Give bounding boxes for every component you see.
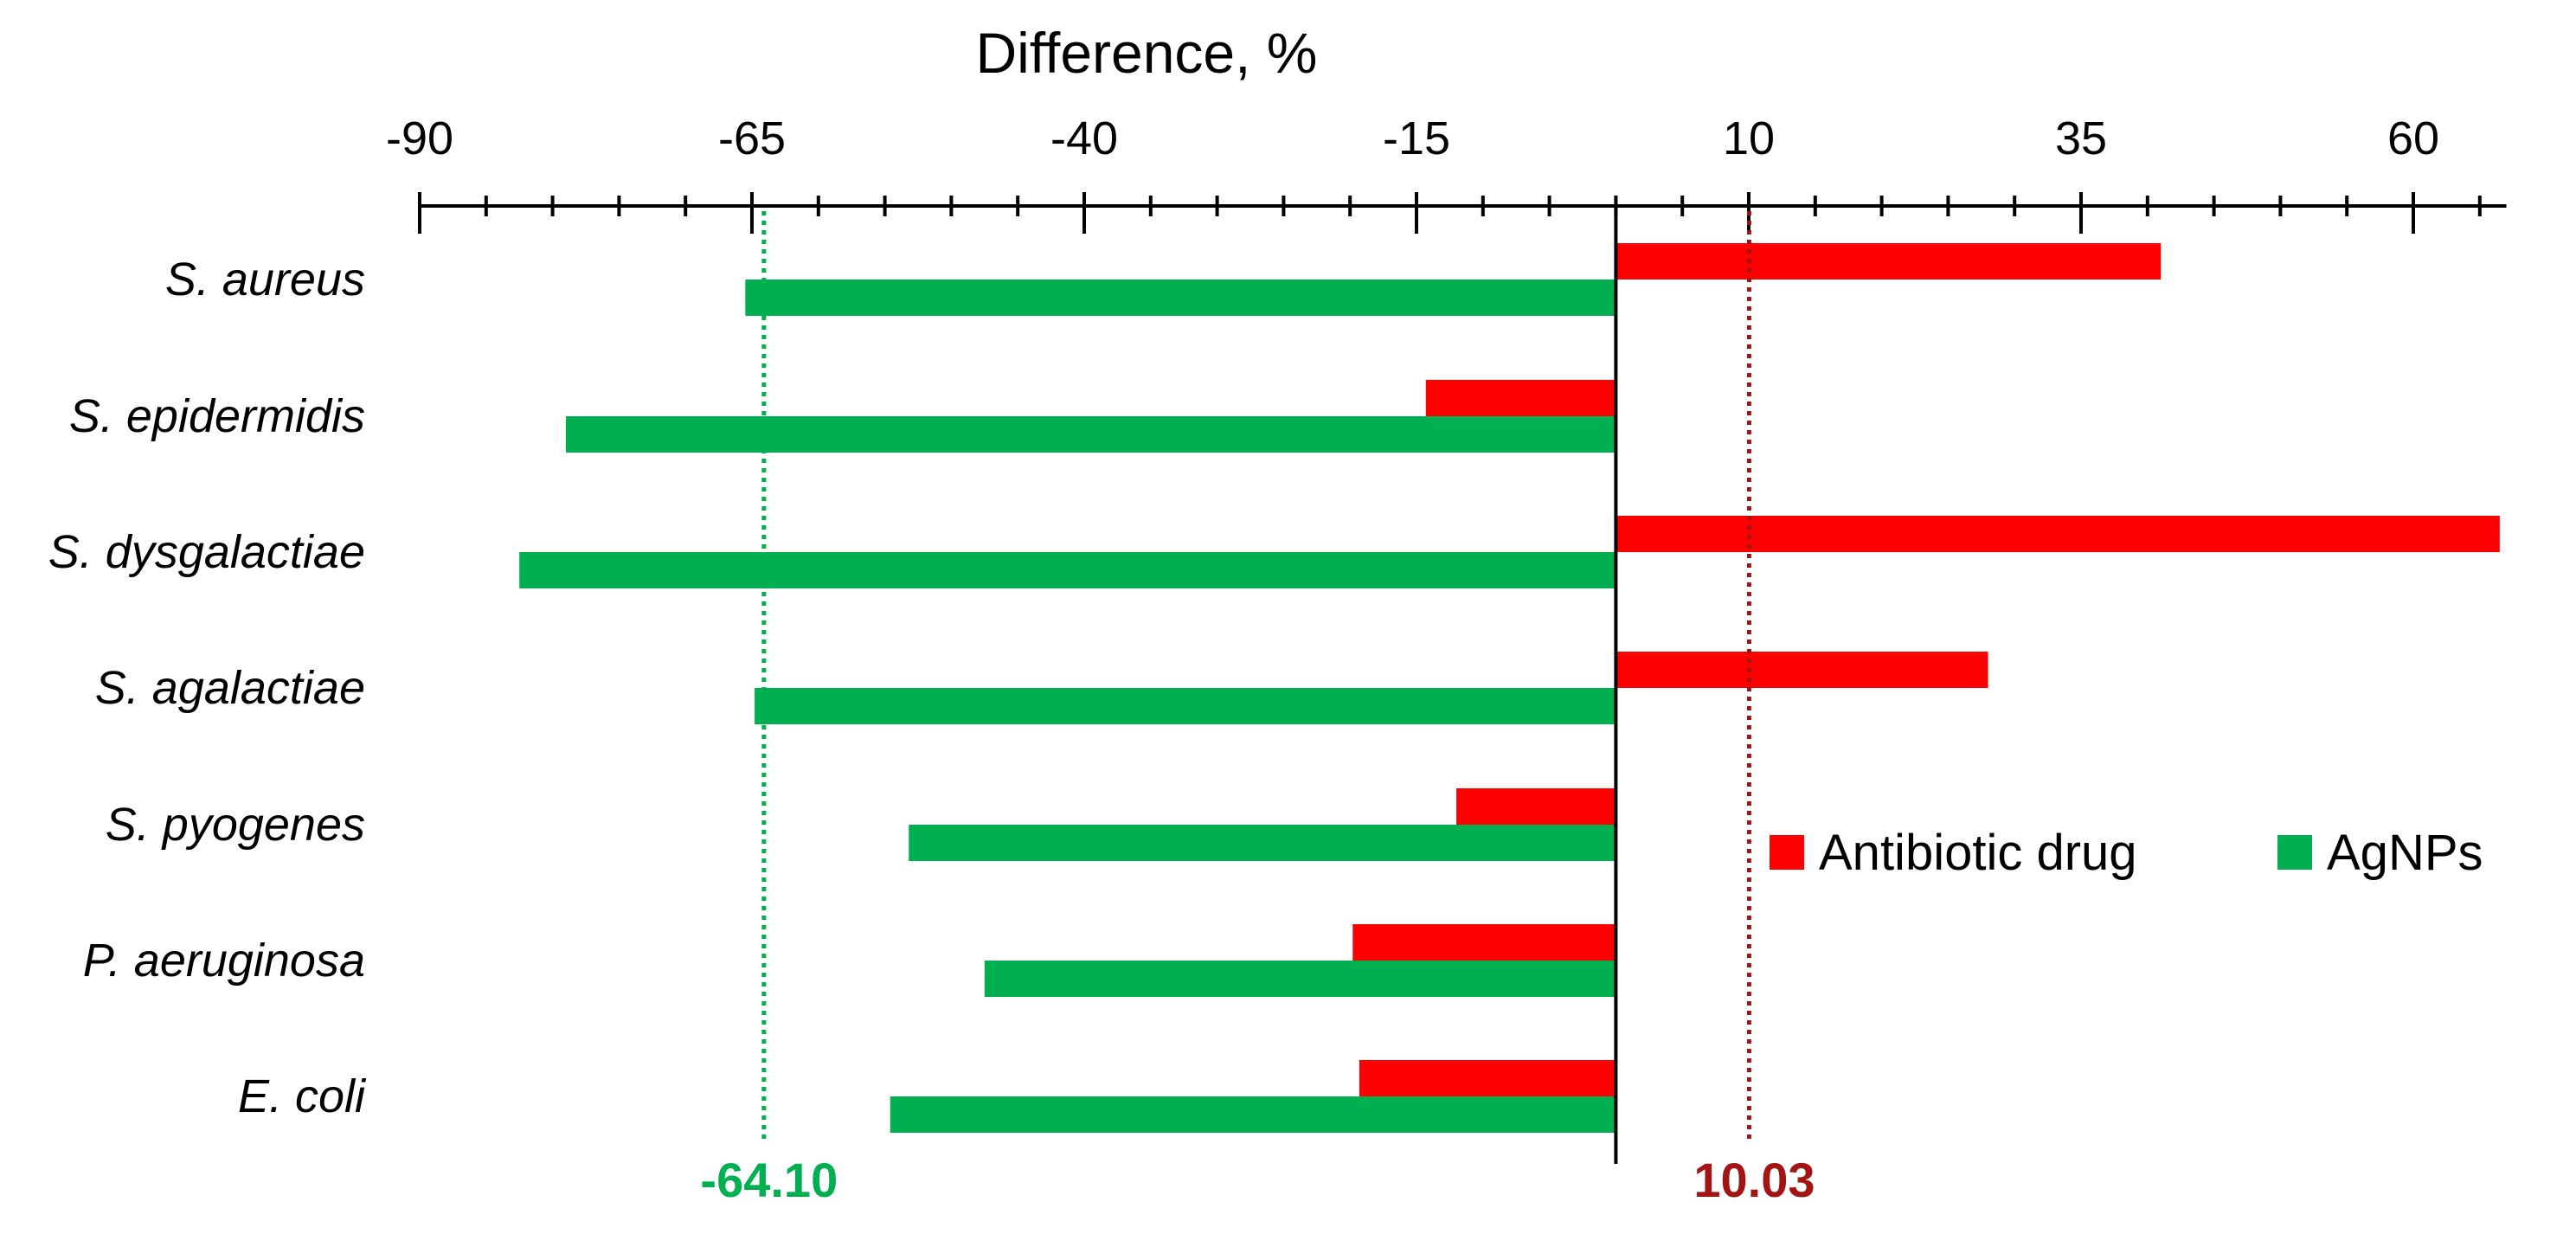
- x-tick-label: 35: [2055, 112, 2107, 164]
- bar-agnps: [745, 280, 1616, 316]
- bar-agnps: [565, 416, 1616, 453]
- x-tick-label: -15: [1383, 112, 1450, 164]
- reference-label-antibiotic: 10.03: [1693, 1153, 1815, 1207]
- bar-agnps: [890, 1096, 1616, 1133]
- x-tick-label: 60: [2387, 112, 2439, 164]
- bar-antibiotic-drug: [1616, 516, 2500, 552]
- category-label: S. dysgalactiae: [48, 526, 365, 578]
- x-tick-label: -40: [1050, 112, 1118, 164]
- legend-label: AgNPs: [2327, 825, 2483, 881]
- legend-swatch: [1770, 835, 1804, 870]
- reference-lines: -64.10 10.03: [700, 211, 1815, 1207]
- category-label: E. coli: [238, 1070, 367, 1122]
- legend-swatch: [2277, 835, 2312, 870]
- bar-agnps: [909, 825, 1616, 861]
- bar-agnps: [984, 961, 1616, 997]
- legend-label: Antibiotic drug: [1819, 825, 2137, 881]
- category-label: S. epidermidis: [69, 390, 365, 442]
- bar-antibiotic-drug: [1352, 924, 1616, 961]
- legend: Antibiotic drug AgNPs: [1770, 825, 2483, 881]
- bar-agnps: [519, 552, 1616, 588]
- x-tick-label: -90: [386, 112, 453, 164]
- reference-label-agnps: -64.10: [700, 1153, 838, 1207]
- bar-antibiotic-drug: [1616, 652, 1988, 688]
- x-tick-label: 10: [1723, 112, 1775, 164]
- category-label: S. aureus: [165, 254, 365, 305]
- bar-antibiotic-drug: [1456, 788, 1616, 825]
- x-axis-ticks: -90 -65 -40 -15 10 35 60: [386, 112, 2507, 234]
- bar-agnps: [755, 688, 1616, 724]
- x-axis-title: Difference, %: [976, 21, 1318, 85]
- x-tick-label: -65: [718, 112, 786, 164]
- category-label: P. aeruginosa: [83, 935, 365, 987]
- category-labels: S. aureus S. epidermidis S. dysgalactiae S.…: [48, 254, 367, 1122]
- bar-antibiotic-drug: [1425, 380, 1616, 416]
- category-label: S. agalactiae: [95, 662, 365, 714]
- bar-antibiotic-drug: [1359, 1060, 1616, 1096]
- bars: [519, 206, 2500, 1164]
- bar-antibiotic-drug: [1616, 243, 2162, 280]
- category-label: S. pyogenes: [106, 799, 365, 851]
